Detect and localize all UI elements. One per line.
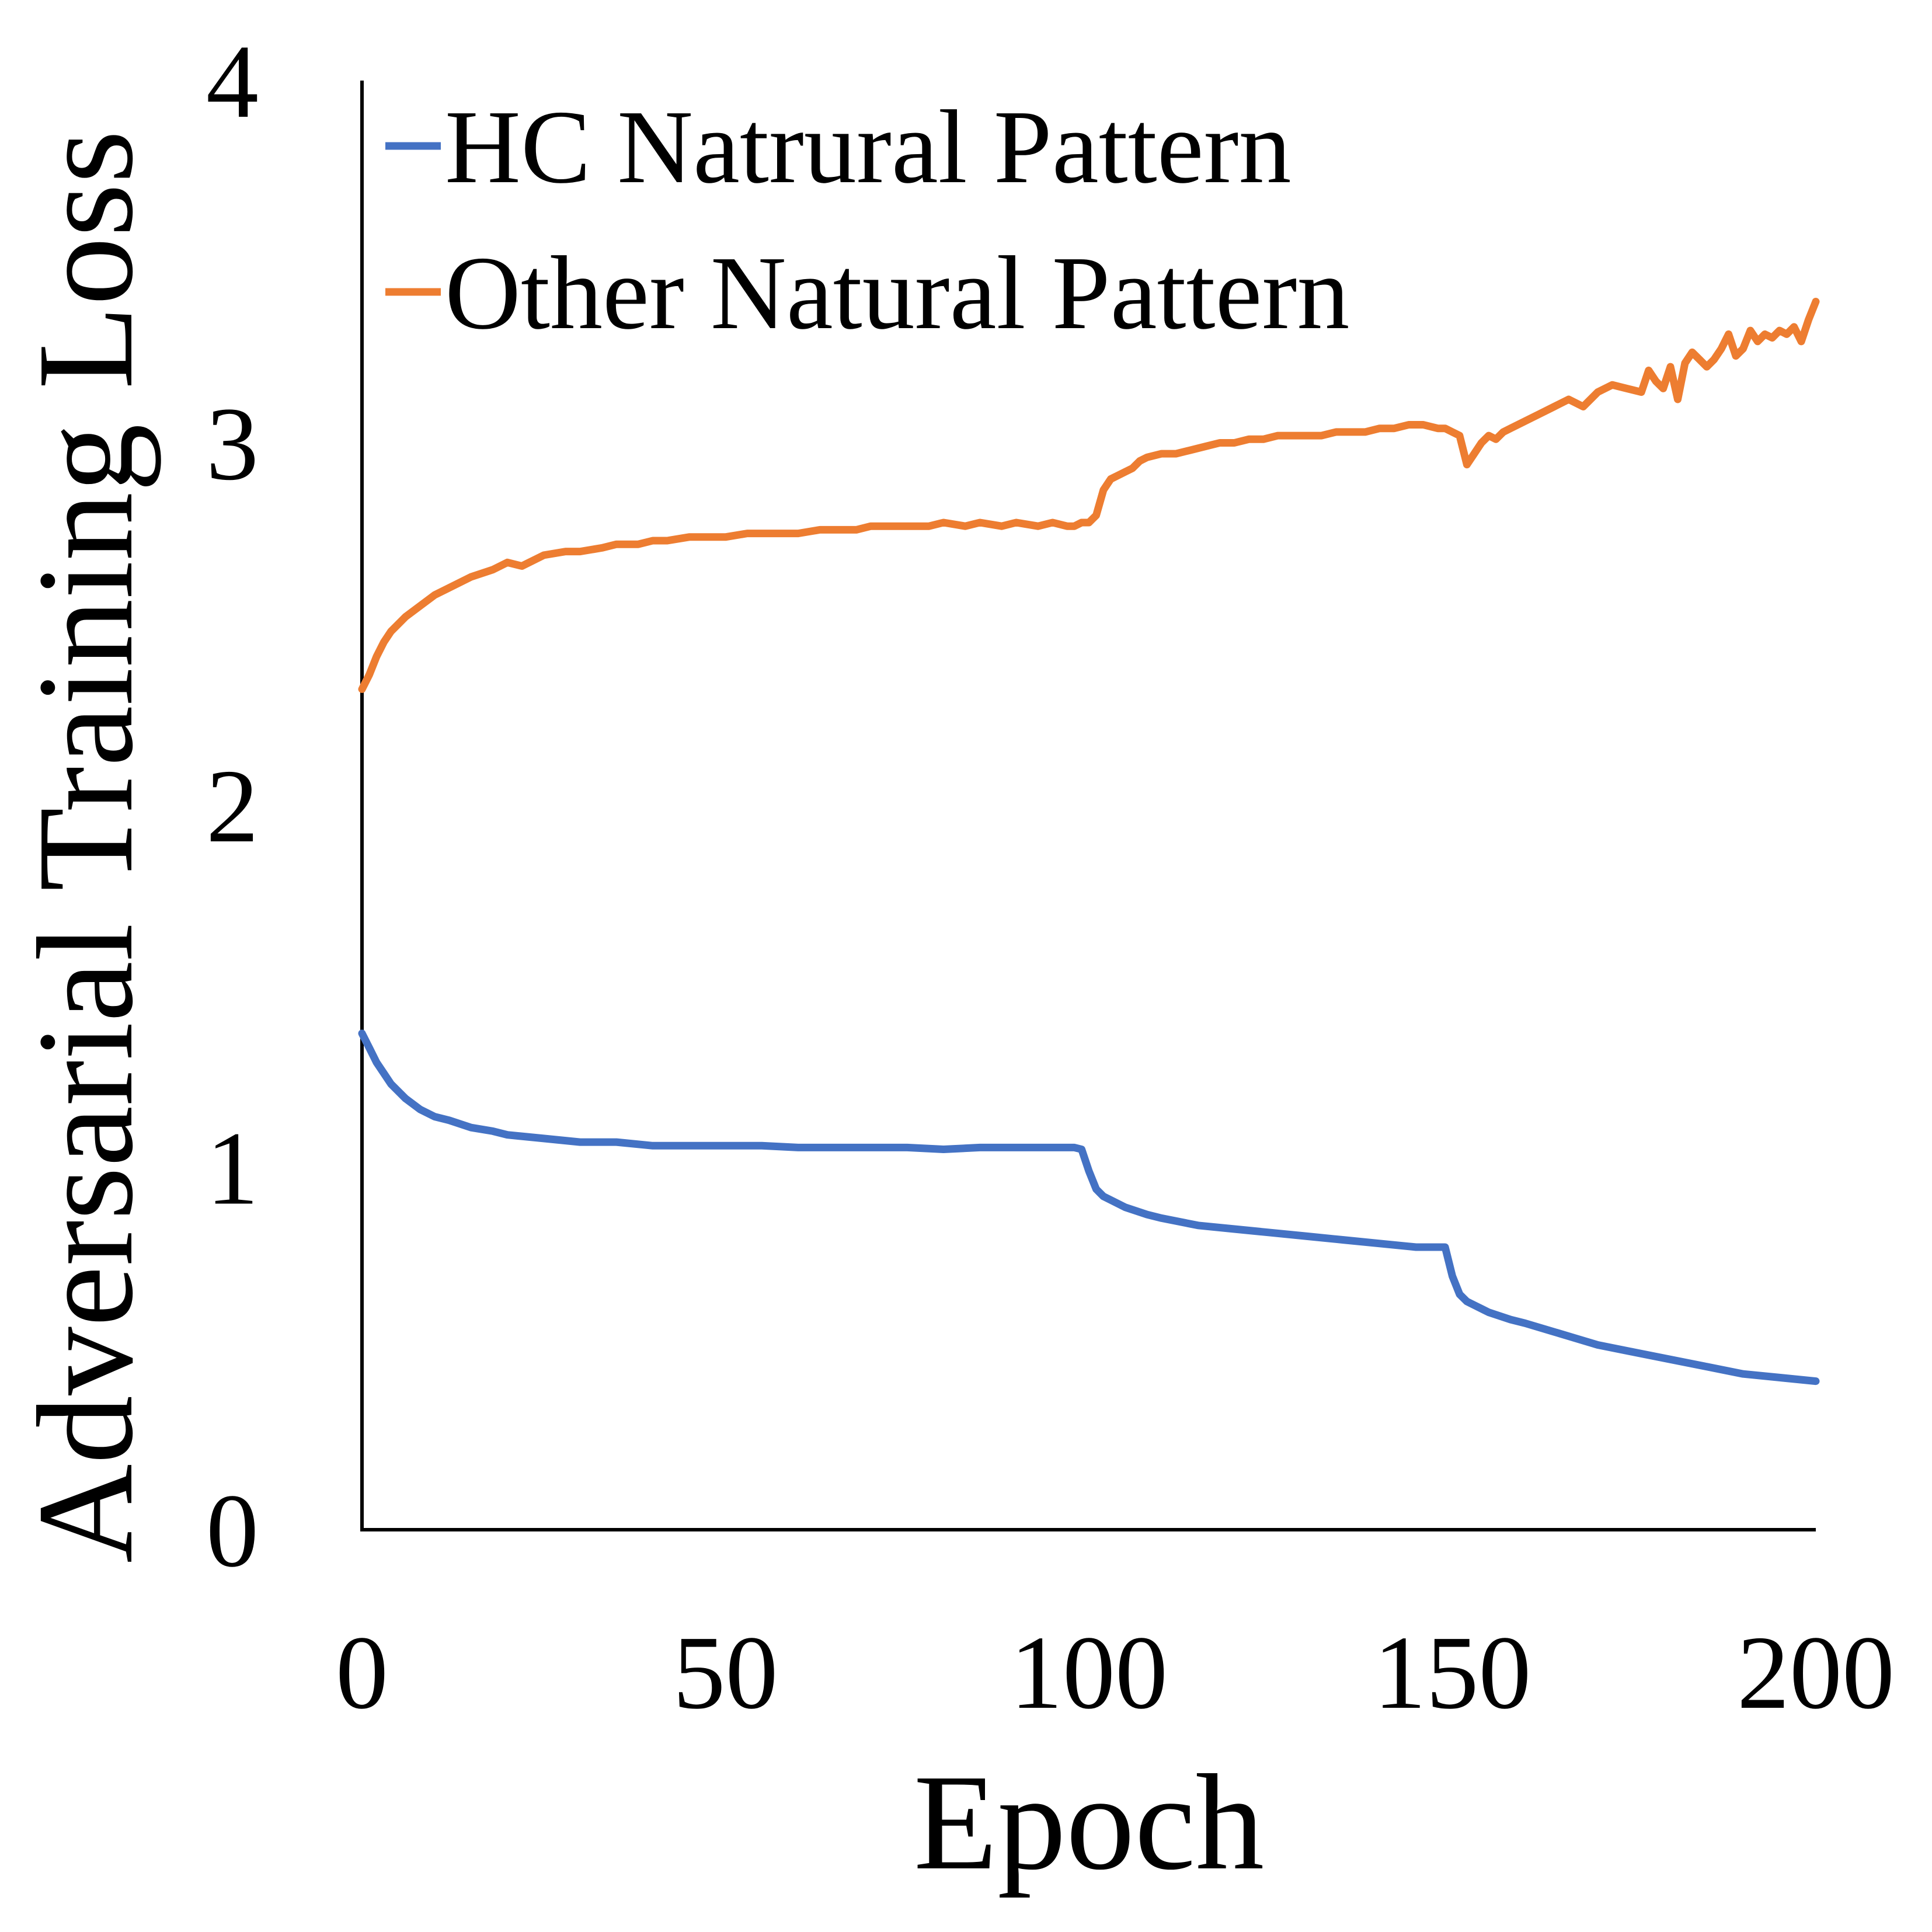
x-tick-label: 200 xyxy=(1737,1614,1895,1731)
series-layer xyxy=(358,298,1820,1386)
plot-area xyxy=(358,81,1820,1531)
legend-label-2: Other Natural Pattern xyxy=(445,235,1349,351)
y-tick-label: 1 xyxy=(206,1111,259,1227)
x-tick-label: 100 xyxy=(1010,1614,1168,1731)
x-axis-title: Epoch xyxy=(914,1746,1264,1898)
series-line-1 xyxy=(358,1029,1820,1386)
x-tick-label: 150 xyxy=(1374,1614,1531,1731)
series-line-2 xyxy=(358,298,1820,693)
legend: HC Natrural Pattern Other Natural Pattern xyxy=(385,89,1349,351)
x-tick-label: 50 xyxy=(673,1614,778,1731)
y-tick-label: 3 xyxy=(206,386,259,502)
x-tick-labels: 0 50 100 150 200 xyxy=(336,1614,1895,1731)
y-tick-label: 4 xyxy=(206,23,259,140)
y-axis-title: Adversarial Training Loss xyxy=(9,130,161,1563)
y-tick-labels: 0 1 2 3 4 xyxy=(206,23,259,1589)
legend-label-1: HC Natrural Pattern xyxy=(445,89,1292,205)
y-tick-label: 2 xyxy=(206,748,259,864)
y-tick-label: 0 xyxy=(206,1473,259,1589)
x-tick-label: 0 xyxy=(336,1614,388,1731)
